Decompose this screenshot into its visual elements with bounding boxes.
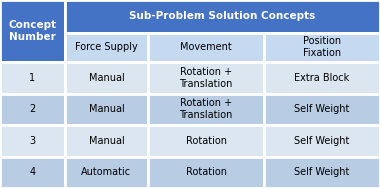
Bar: [0, 156, 65, 188]
Bar: [148, 33, 264, 62]
Bar: [264, 33, 380, 62]
Text: Self Weight: Self Weight: [294, 167, 350, 177]
Bar: [264, 62, 380, 94]
Bar: [65, 33, 148, 62]
Text: Sub-Problem Solution Concepts: Sub-Problem Solution Concepts: [129, 11, 315, 21]
Text: 2: 2: [29, 104, 35, 114]
Text: Rotation +
Translation: Rotation + Translation: [179, 98, 233, 120]
Text: Extra Block: Extra Block: [294, 73, 350, 83]
Bar: [0, 0, 65, 62]
Text: Manual: Manual: [89, 104, 124, 114]
Bar: [264, 125, 380, 156]
Bar: [148, 94, 264, 125]
Text: Position
Fixation: Position Fixation: [303, 36, 341, 58]
Text: Manual: Manual: [89, 136, 124, 146]
Bar: [148, 62, 264, 94]
Bar: [65, 62, 148, 94]
Bar: [65, 94, 148, 125]
Text: Movement: Movement: [180, 42, 232, 52]
Bar: [148, 156, 264, 188]
Bar: [148, 125, 264, 156]
Text: Force Supply: Force Supply: [75, 42, 138, 52]
Text: Rotation: Rotation: [186, 136, 226, 146]
Bar: [65, 156, 148, 188]
Text: 3: 3: [29, 136, 35, 146]
Text: Rotation: Rotation: [186, 167, 226, 177]
Bar: [65, 125, 148, 156]
Text: 4: 4: [29, 167, 35, 177]
Text: Manual: Manual: [89, 73, 124, 83]
Text: Self Weight: Self Weight: [294, 104, 350, 114]
Bar: [264, 94, 380, 125]
Text: Automatic: Automatic: [81, 167, 131, 177]
Bar: [0, 125, 65, 156]
Bar: [0, 62, 65, 94]
Bar: [65, 0, 380, 33]
Text: Rotation +
Translation: Rotation + Translation: [179, 67, 233, 89]
Bar: [264, 156, 380, 188]
Text: Concept
Number: Concept Number: [8, 20, 56, 42]
Text: 1: 1: [29, 73, 35, 83]
Bar: [0, 94, 65, 125]
Text: Self Weight: Self Weight: [294, 136, 350, 146]
